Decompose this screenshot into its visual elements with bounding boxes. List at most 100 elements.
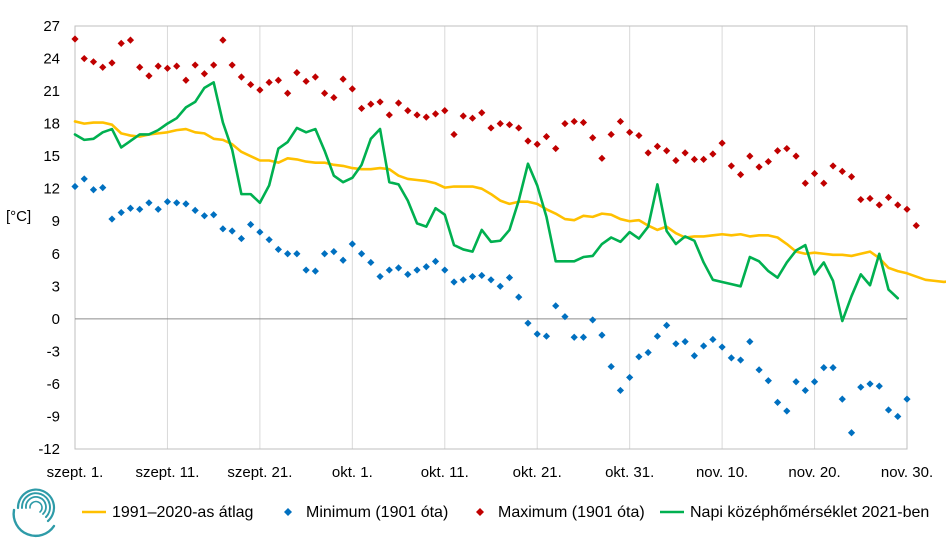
- series-point: [829, 162, 837, 170]
- series-point: [792, 152, 800, 160]
- series-point: [644, 149, 652, 157]
- series-point: [515, 124, 523, 132]
- series-point: [755, 163, 763, 171]
- series-point: [764, 377, 772, 385]
- series-point: [422, 113, 430, 121]
- series-point: [311, 267, 319, 275]
- series-point: [210, 61, 218, 69]
- series-point: [348, 240, 356, 248]
- series-point: [394, 99, 403, 107]
- series-point: [237, 234, 245, 243]
- series-point: [626, 373, 634, 382]
- series-point: [265, 78, 273, 86]
- series-point: [709, 150, 717, 158]
- x-tick-label: szept. 21.: [227, 464, 292, 481]
- series-point: [145, 199, 153, 207]
- x-tick-label: okt. 21.: [513, 464, 562, 481]
- series-point: [487, 276, 495, 284]
- series-point: [598, 154, 606, 162]
- y-tick-label: 27: [43, 18, 60, 35]
- y-tick-label: 18: [43, 116, 60, 133]
- series-point: [117, 208, 125, 217]
- series-point: [385, 111, 393, 119]
- series-point: [274, 245, 282, 254]
- series-point: [875, 382, 883, 390]
- series-point: [847, 429, 856, 437]
- series-point: [746, 152, 754, 160]
- series-point: [903, 205, 911, 213]
- series-point: [912, 221, 920, 230]
- series-point: [330, 93, 338, 102]
- series-point: [810, 378, 819, 386]
- series-point: [478, 109, 486, 117]
- series-point: [376, 272, 384, 281]
- y-axis-tick-labels: 27 24 21 18 15 12 9 6 3 0 -3 -6 -9 -12: [38, 18, 60, 458]
- series-point: [108, 215, 116, 223]
- series-point: [903, 395, 911, 403]
- series-point: [681, 338, 689, 346]
- series-point: [145, 72, 153, 80]
- series-point: [136, 205, 144, 213]
- series-point: [838, 395, 846, 403]
- series-point: [321, 250, 329, 258]
- y-tick-label: 3: [52, 278, 60, 295]
- series-point: [820, 179, 828, 187]
- series-point: [71, 35, 79, 43]
- series-point: [459, 276, 467, 284]
- series-point: [635, 353, 643, 361]
- y-tick-label: 12: [43, 181, 60, 198]
- series-point: [838, 167, 846, 175]
- series-point: [607, 362, 615, 371]
- series-point: [302, 77, 310, 85]
- series-point: [89, 58, 98, 66]
- series-point: [746, 338, 754, 346]
- legend-label: 1991–2020-as átlag: [112, 504, 253, 521]
- series-point: [773, 398, 782, 406]
- plot-area-border: [74, 25, 908, 450]
- x-tick-label: nov. 20.: [788, 464, 840, 481]
- series-point: [348, 85, 356, 93]
- x-tick-label: okt. 11.: [421, 464, 469, 481]
- series-point: [219, 36, 227, 44]
- series-point: [672, 156, 680, 165]
- series-point: [191, 206, 199, 214]
- series-point: [653, 142, 661, 150]
- x-axis-tick-labels: szept. 1. szept. 11. szept. 21. okt. 1. okt.…: [47, 464, 933, 481]
- y-tick-label: -9: [47, 408, 60, 425]
- y-tick-label: 15: [43, 148, 60, 165]
- series-point: [875, 201, 883, 209]
- series-point: [690, 155, 698, 164]
- series-point: [228, 227, 236, 235]
- series-point: [339, 256, 347, 264]
- legend-point-marker: [284, 508, 292, 516]
- series-point: [866, 380, 874, 388]
- series-point: [616, 386, 625, 395]
- series-point: [663, 147, 671, 155]
- y-tick-label: -12: [38, 441, 60, 458]
- series-point: [792, 378, 800, 386]
- series-point: [773, 147, 782, 155]
- x-tick-label: szept. 11.: [135, 464, 199, 481]
- series-point: [80, 175, 88, 183]
- series-point: [727, 162, 735, 170]
- series-point: [431, 257, 440, 265]
- series-point: [829, 364, 837, 372]
- y-tick-label: 21: [43, 83, 60, 100]
- series-point: [589, 134, 597, 142]
- series-point: [71, 182, 79, 191]
- series-line: [73, 120, 946, 284]
- series-point: [884, 193, 893, 201]
- series-point: [783, 144, 791, 153]
- series-point: [357, 104, 366, 113]
- series-point: [672, 340, 680, 348]
- series-point: [857, 195, 865, 204]
- legend-label: Maximum (1901 óta): [498, 504, 645, 521]
- series-point: [173, 62, 181, 70]
- series-point: [533, 330, 541, 338]
- series-point: [293, 250, 301, 258]
- y-tick-label: 24: [43, 51, 60, 68]
- x-tick-label: okt. 31.: [605, 464, 654, 481]
- series-point: [709, 335, 717, 344]
- series-point: [533, 140, 541, 148]
- series-point: [191, 61, 199, 69]
